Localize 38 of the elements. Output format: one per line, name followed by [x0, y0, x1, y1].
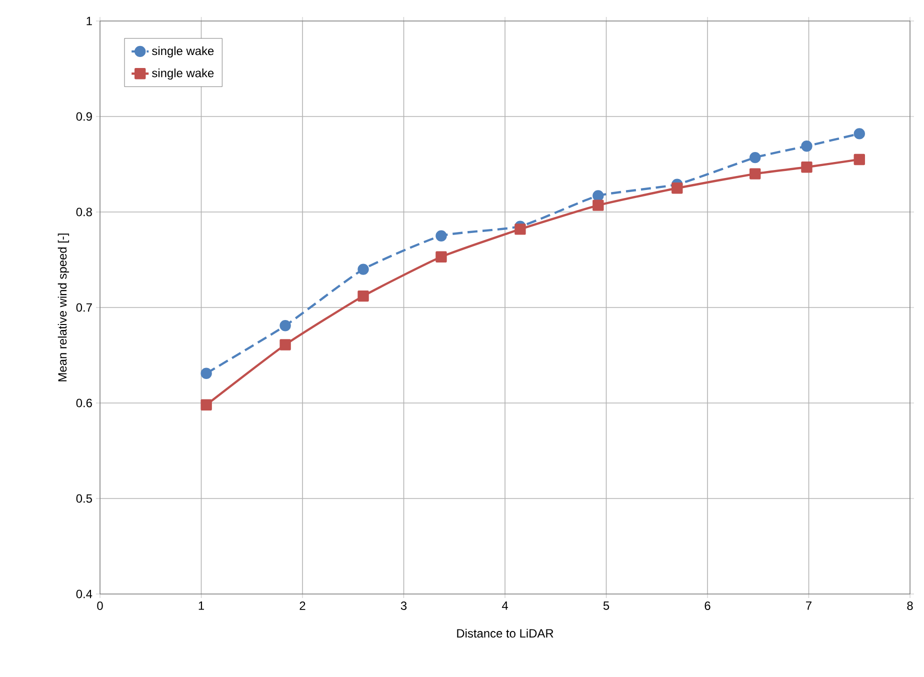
- point: [801, 162, 812, 173]
- y-tick-label: 0.6: [76, 398, 92, 408]
- y-tick-label: 0.7: [76, 303, 92, 312]
- x-tick-label: 7: [806, 602, 812, 610]
- point: [358, 290, 369, 302]
- x-tick-label: 2: [300, 602, 306, 610]
- point: [514, 224, 526, 235]
- point: [200, 399, 212, 411]
- x-tick-label: 1: [198, 602, 204, 610]
- point: [854, 154, 865, 166]
- y-tick-label: 0.8: [76, 208, 92, 216]
- y-tick-label: 0.9: [76, 112, 92, 121]
- point: [436, 251, 447, 262]
- x-tick-label: 4: [502, 602, 508, 610]
- x-tick-label: 6: [704, 602, 710, 610]
- point: [358, 264, 369, 275]
- y-axis-title: Mean relative wind speed [-]: [58, 234, 70, 382]
- y-tick-label: 0.4: [76, 590, 92, 598]
- point: [592, 190, 604, 202]
- point: [672, 182, 683, 194]
- point: [200, 368, 212, 379]
- point: [801, 140, 812, 152]
- legend-label: single wake: [152, 46, 214, 58]
- point: [854, 128, 865, 140]
- point: [592, 200, 604, 211]
- point: [750, 168, 761, 180]
- x-tick-label: 8: [907, 602, 913, 610]
- x-axis-title: Distance to LiDAR: [457, 628, 554, 638]
- point: [436, 230, 447, 242]
- point: [280, 339, 291, 350]
- x-tick-label: 0: [97, 602, 103, 610]
- y-tick-label: 0.5: [76, 494, 92, 503]
- legend-label: single wake: [152, 68, 214, 80]
- x-tick-label: 5: [603, 602, 610, 610]
- x-tick-label: 3: [400, 602, 407, 610]
- point: [280, 320, 291, 332]
- point: [750, 152, 761, 164]
- y-tick-label: 1: [86, 16, 92, 26]
